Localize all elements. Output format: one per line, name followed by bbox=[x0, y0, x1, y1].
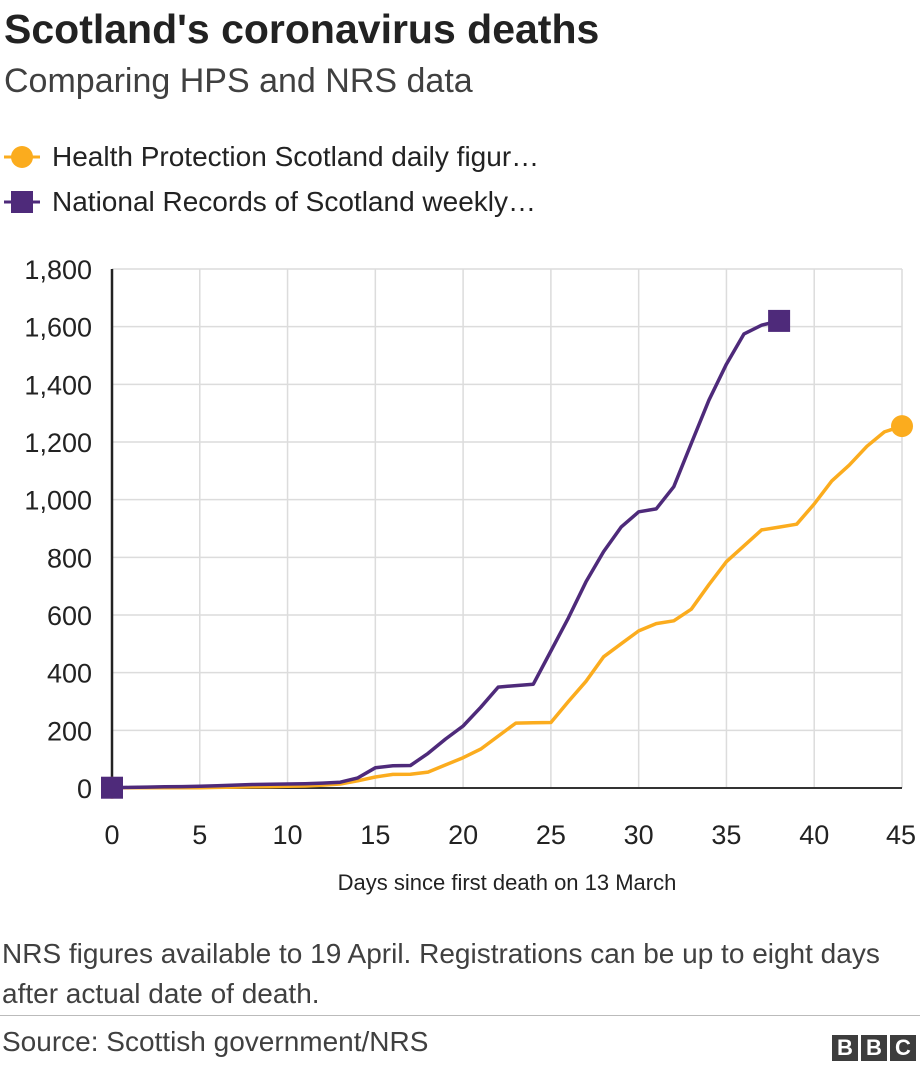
y-tick-label: 1,200 bbox=[24, 428, 92, 458]
x-tick-label: 25 bbox=[536, 820, 566, 850]
x-tick-label: 15 bbox=[360, 820, 390, 850]
x-tick-label: 35 bbox=[711, 820, 741, 850]
legend-label-hps: Health Protection Scotland daily figur… bbox=[52, 141, 540, 172]
legend-item-hps: Health Protection Scotland daily figur… bbox=[2, 139, 539, 175]
hps-end-point bbox=[891, 415, 913, 438]
y-tick-label: 1,400 bbox=[24, 370, 92, 400]
x-tick-label: 5 bbox=[192, 820, 207, 850]
bbc-logo: B B C bbox=[832, 1035, 916, 1061]
hps-series-line bbox=[110, 424, 904, 790]
y-tick-label: 0 bbox=[77, 774, 92, 804]
x-axis-label: Days since first death on 13 March bbox=[338, 870, 677, 895]
y-tick-label: 600 bbox=[47, 601, 92, 631]
source-credit: Source: Scottish government/NRS bbox=[2, 1026, 429, 1057]
y-tick-label: 1,600 bbox=[24, 313, 92, 343]
x-tick-label: 30 bbox=[624, 820, 654, 850]
x-tick-label: 40 bbox=[799, 820, 829, 850]
legend-item-nrs: National Records of Scotland weekly… bbox=[2, 184, 536, 220]
legend-label-nrs: National Records of Scotland weekly… bbox=[52, 186, 537, 217]
logo-block-1: B bbox=[832, 1035, 858, 1061]
y-tick-label: 200 bbox=[47, 716, 92, 746]
x-tick-label: 20 bbox=[448, 820, 478, 850]
x-tick-label: 10 bbox=[273, 820, 303, 850]
line-chart: 0 200 400 600 800 1,000 1,200 1,400 1,600 1,800 0 5… bbox=[24, 255, 916, 895]
chart-subtitle: Comparing HPS and NRS data bbox=[4, 62, 473, 100]
chart-title: Scotland's coronavirus deaths bbox=[4, 6, 600, 52]
y-tick-label: 800 bbox=[47, 543, 92, 573]
chart-note: NRS figures available to 19 April. Regis… bbox=[2, 938, 880, 1009]
nrs-series-line bbox=[110, 319, 781, 790]
legend-circle-marker-icon bbox=[4, 146, 40, 168]
logo-block-2: B bbox=[861, 1035, 887, 1061]
legend-square-marker-icon bbox=[4, 191, 40, 213]
x-tick-label: 45 bbox=[886, 820, 916, 850]
y-tick-label: 1,000 bbox=[24, 486, 92, 516]
logo-block-3: C bbox=[890, 1035, 916, 1061]
x-tick-label: 0 bbox=[104, 820, 119, 850]
footer-divider bbox=[0, 1015, 920, 1016]
nrs-end-point bbox=[768, 309, 791, 332]
y-tick-label: 400 bbox=[47, 659, 92, 689]
nrs-start-point bbox=[101, 776, 123, 799]
y-tick-label: 1,800 bbox=[24, 255, 92, 285]
